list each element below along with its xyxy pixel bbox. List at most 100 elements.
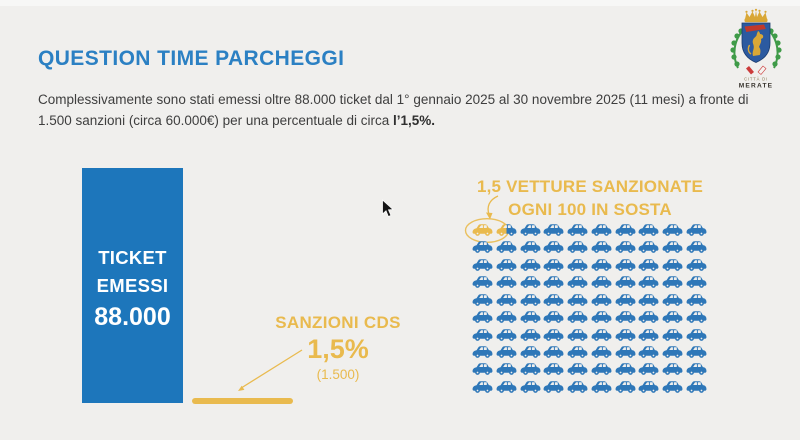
car-icon <box>496 328 517 341</box>
merate-coat-of-arms-logo: CITTÀ DI MERATE <box>730 8 782 90</box>
sanctions-bar <box>192 398 293 404</box>
car-icon <box>567 276 588 289</box>
car-icon <box>615 311 635 323</box>
sanctions-label-block: SANZIONI CDS 1,5% (1.500) <box>258 312 418 384</box>
car-icon-parked <box>613 308 637 325</box>
car-icon <box>520 241 541 254</box>
car-icon-parked <box>590 343 614 360</box>
car-icon <box>567 328 588 341</box>
car-icon-parked <box>542 291 566 308</box>
car-icon-parked <box>590 361 614 378</box>
car-icon <box>591 276 612 289</box>
car-icon-parked <box>590 221 614 238</box>
logo-city-name: MERATE <box>739 83 774 90</box>
car-icon-parked <box>637 378 661 395</box>
car-icon <box>496 311 517 323</box>
car-icon-parked <box>684 343 708 360</box>
car-icon-parked <box>518 378 542 395</box>
car-icon-parked <box>613 238 637 255</box>
car-icon <box>662 311 683 323</box>
car-icon <box>544 381 564 393</box>
car-icon-parked <box>661 221 685 238</box>
car-icon <box>496 293 517 306</box>
car-icon-parked <box>495 378 519 395</box>
car-icon <box>591 311 612 323</box>
car-icon <box>638 259 659 271</box>
car-icon-parked <box>590 238 614 255</box>
sanctions-percentage: 1,5% <box>307 334 369 364</box>
car-icon <box>638 224 659 236</box>
car-icon-parked <box>684 308 708 325</box>
pictogram-heading: 1,5 VETTURE SANZIONATE OGNI 100 IN SOSTA <box>455 175 725 221</box>
car-icon <box>638 328 659 341</box>
car-icon <box>686 259 707 271</box>
car-icon-parked <box>684 291 708 308</box>
car-icon-parked <box>471 273 495 290</box>
car-icon <box>615 346 635 358</box>
car-icon-parked <box>661 326 685 343</box>
car-icon <box>662 259 683 271</box>
car-icon <box>496 346 517 358</box>
car-icon-parked <box>637 361 661 378</box>
car-icon-parked <box>590 378 614 395</box>
car-icon <box>567 224 588 236</box>
car-icon-parked <box>542 378 566 395</box>
car-icon <box>638 381 659 393</box>
car-icon <box>520 311 541 323</box>
car-icon-parked <box>637 273 661 290</box>
car-icon <box>591 328 612 341</box>
car-icon-parked <box>590 308 614 325</box>
car-icon-parked <box>590 273 614 290</box>
tickets-bar-value: 88.000 <box>94 303 171 331</box>
car-icon <box>662 224 683 236</box>
car-icon-parked <box>518 238 542 255</box>
car-icon-parked <box>542 238 566 255</box>
car-icon-parked <box>566 256 590 273</box>
car-icon-parked <box>684 361 708 378</box>
car-icon-parked <box>590 256 614 273</box>
car-icon <box>615 276 635 289</box>
car-icon <box>544 363 564 376</box>
car-icon <box>520 259 541 271</box>
car-icon-parked <box>542 361 566 378</box>
car-icon-parked <box>495 343 519 360</box>
car-icon-parked <box>518 256 542 273</box>
car-icon <box>615 259 635 271</box>
sanctions-label: SANZIONI CDS <box>275 313 401 332</box>
car-icon <box>638 311 659 323</box>
arrow-to-sanctions-bar-icon <box>238 349 303 391</box>
car-icon-parked <box>566 273 590 290</box>
car-icon <box>544 276 564 289</box>
summary-paragraph: Complessivamente sono stati emessi oltre… <box>38 90 778 131</box>
car-icon <box>591 381 612 393</box>
car-icon <box>686 224 707 236</box>
car-icon-parked <box>637 343 661 360</box>
car-icon-parked <box>518 308 542 325</box>
car-icon <box>520 276 541 289</box>
pictogram-heading-line2: OGNI 100 IN SOSTA <box>508 200 672 219</box>
crown-icon <box>744 8 768 23</box>
sanctions-count: (1.500) <box>316 367 360 382</box>
car-icon <box>591 224 612 236</box>
car-icon <box>496 241 517 254</box>
car-icon <box>567 241 588 254</box>
car-icon-parked <box>566 291 590 308</box>
car-icon-parked <box>613 343 637 360</box>
car-icon <box>686 381 707 393</box>
car-icon <box>472 311 493 323</box>
car-icon-parked <box>566 221 590 238</box>
car-icon <box>567 346 588 358</box>
car-icon-parked <box>566 361 590 378</box>
car-icon <box>686 241 707 254</box>
logo-city-label: CITTÀ DI <box>744 77 768 82</box>
car-icon <box>615 224 635 236</box>
car-icon-parked <box>542 221 566 238</box>
tickets-bar-label-line1: TICKET <box>98 247 167 268</box>
car-icon <box>638 363 659 376</box>
ribbon-icon <box>746 65 767 75</box>
car-icon-parked <box>684 273 708 290</box>
car-icon-parked <box>637 221 661 238</box>
car-icon-parked <box>637 256 661 273</box>
car-icon <box>472 363 493 376</box>
car-icon <box>686 346 707 358</box>
